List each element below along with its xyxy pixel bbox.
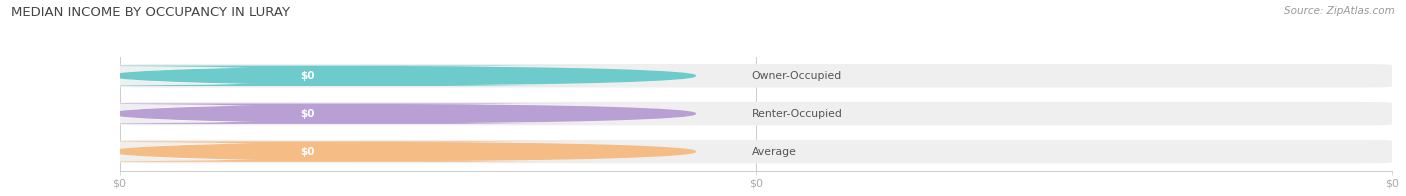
Text: MEDIAN INCOME BY OCCUPANCY IN LURAY: MEDIAN INCOME BY OCCUPANCY IN LURAY [11, 6, 290, 19]
FancyBboxPatch shape [120, 140, 1392, 163]
FancyBboxPatch shape [8, 103, 451, 124]
FancyBboxPatch shape [120, 64, 1392, 88]
Text: $0: $0 [301, 109, 315, 119]
FancyBboxPatch shape [120, 102, 1392, 125]
FancyBboxPatch shape [11, 103, 605, 124]
FancyBboxPatch shape [8, 141, 451, 162]
Text: Owner-Occupied: Owner-Occupied [752, 71, 842, 81]
FancyBboxPatch shape [11, 65, 605, 86]
Circle shape [112, 67, 696, 84]
Text: $0: $0 [301, 71, 315, 81]
Text: $0: $0 [301, 147, 315, 157]
Text: Average: Average [752, 147, 796, 157]
Text: Renter-Occupied: Renter-Occupied [752, 109, 842, 119]
Circle shape [112, 143, 696, 160]
Circle shape [112, 105, 696, 122]
FancyBboxPatch shape [8, 65, 451, 86]
FancyBboxPatch shape [11, 141, 605, 162]
Text: Source: ZipAtlas.com: Source: ZipAtlas.com [1284, 6, 1395, 16]
